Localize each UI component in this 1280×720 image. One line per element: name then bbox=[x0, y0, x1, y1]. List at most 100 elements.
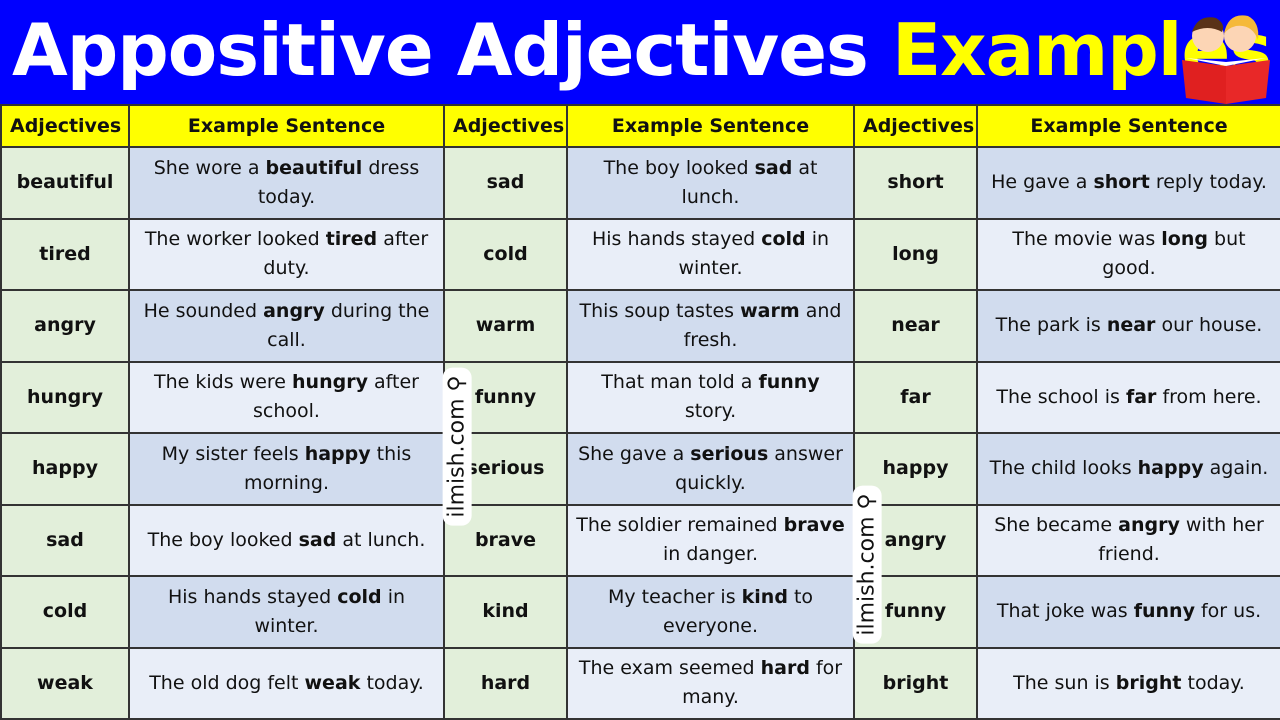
sentence-adjective: happy bbox=[304, 442, 371, 465]
sentence-text: answer quickly. bbox=[675, 442, 843, 494]
adjective-cell: happy bbox=[0, 432, 130, 506]
sentence-adjective: funny bbox=[1133, 600, 1195, 623]
column-header: Adjectives bbox=[853, 104, 978, 148]
sentence-text: The boy looked bbox=[147, 528, 299, 551]
watermark-text: ilmish.com bbox=[854, 516, 880, 636]
sentence-adjective: hard bbox=[760, 657, 810, 680]
sentence-adjective: brave bbox=[783, 514, 845, 537]
example-sentence-cell: She became angry with her friend. bbox=[976, 503, 1280, 577]
sentence-text: His hands stayed bbox=[167, 585, 338, 608]
example-sentence-cell: This soup tastes warm and fresh. bbox=[566, 289, 855, 363]
adjective-cell: cold bbox=[0, 575, 130, 649]
adjective-cell: short bbox=[853, 146, 978, 220]
example-sentence-cell: He sounded angry during the call. bbox=[128, 289, 445, 363]
sentence-text: in winter. bbox=[254, 585, 406, 637]
sentence-adjective: near bbox=[1106, 314, 1156, 337]
sentence-text: My sister feels bbox=[161, 442, 305, 465]
sentence-text: in danger. bbox=[663, 543, 758, 566]
sentence-text: The old dog felt bbox=[149, 671, 305, 694]
sentence-text: dress today. bbox=[257, 156, 420, 208]
sentence-text: The movie was bbox=[1012, 228, 1162, 251]
adjective-cell: long bbox=[853, 217, 978, 291]
sentence-text: again. bbox=[1203, 457, 1269, 480]
example-sentence-cell: The boy looked sad at lunch. bbox=[566, 146, 855, 220]
example-sentence-cell: My teacher is kind to everyone. bbox=[566, 575, 855, 649]
sentence-text: story. bbox=[684, 400, 737, 423]
sentence-text: today. bbox=[1181, 671, 1245, 694]
table-header-row: Adjectives Example Sentence Adjectives Exam… bbox=[0, 104, 1280, 148]
sentence-adjective: angry bbox=[263, 299, 325, 322]
table-row: sad The boy looked sad at lunch. brave The … bbox=[0, 503, 1280, 577]
sentence-adjective: beautiful bbox=[265, 156, 363, 179]
watermark: ilmish.com ⚲ bbox=[852, 485, 882, 644]
table-row: hungry The kids were hungry after school.… bbox=[0, 360, 1280, 434]
sentence-text: She became bbox=[994, 514, 1119, 537]
watermark-text: ilmish.com bbox=[444, 398, 470, 518]
adjective-cell: kind bbox=[443, 575, 568, 649]
sentence-adjective: short bbox=[1093, 171, 1150, 194]
sentence-text: with her friend. bbox=[1098, 514, 1264, 566]
sentence-adjective: sad bbox=[298, 528, 337, 551]
sentence-text: during the call. bbox=[267, 299, 430, 351]
sentence-adjective: kind bbox=[741, 585, 788, 608]
example-sentence-cell: That joke was funny for us. bbox=[976, 575, 1280, 649]
column-header: Adjectives bbox=[0, 104, 130, 148]
sentence-text: The kids were bbox=[154, 371, 293, 394]
sentence-text: after duty. bbox=[263, 228, 429, 280]
sentence-adjective: bright bbox=[1115, 671, 1182, 694]
sentence-adjective: hungry bbox=[292, 371, 368, 394]
sentence-text: The sun is bbox=[1013, 671, 1116, 694]
sentence-text: to everyone. bbox=[662, 585, 814, 637]
example-sentence-cell: The child looks happy again. bbox=[976, 432, 1280, 506]
sentence-text: That joke was bbox=[996, 600, 1134, 623]
sentence-text: reply today. bbox=[1149, 171, 1267, 194]
sentence-text: The worker looked bbox=[144, 228, 326, 251]
example-sentence-cell: The kids were hungry after school. bbox=[128, 360, 445, 434]
sentence-text: but good. bbox=[1102, 228, 1246, 280]
sentence-text: She wore a bbox=[153, 156, 266, 179]
sentence-text: That man told a bbox=[601, 371, 759, 394]
table-row: happy My sister feels happy this morning.… bbox=[0, 432, 1280, 506]
adjective-cell: bright bbox=[853, 646, 978, 720]
sentence-text: and fresh. bbox=[683, 299, 842, 351]
example-sentence-cell: The park is near our house. bbox=[976, 289, 1280, 363]
sentence-text: He gave a bbox=[991, 171, 1094, 194]
example-sentence-cell: That man told a funny story. bbox=[566, 360, 855, 434]
page-title: Appositive Adjectives Examples bbox=[12, 4, 1272, 96]
sentence-adjective: warm bbox=[740, 299, 800, 322]
adjective-cell: sad bbox=[443, 146, 568, 220]
example-sentence-cell: She wore a beautiful dress today. bbox=[128, 146, 445, 220]
title-main: Appositive Adjectives bbox=[12, 8, 869, 92]
example-sentence-cell: The exam seemed hard for many. bbox=[566, 646, 855, 720]
sentence-text: The exam seemed bbox=[578, 657, 761, 680]
table-row: angry He sounded angry during the call. wa… bbox=[0, 289, 1280, 363]
example-sentence-cell: His hands stayed cold in winter. bbox=[566, 217, 855, 291]
sentence-text: in winter. bbox=[678, 228, 830, 280]
sentence-text: our house. bbox=[1155, 314, 1263, 337]
sentence-text: for us. bbox=[1194, 600, 1262, 623]
sentence-text: after school. bbox=[253, 371, 419, 423]
sentence-text: The school is bbox=[996, 385, 1126, 408]
sentence-text: from here. bbox=[1156, 385, 1262, 408]
sentence-text: The soldier remained bbox=[576, 514, 784, 537]
adjective-cell: tired bbox=[0, 217, 130, 291]
example-sentence-cell: My sister feels happy this morning. bbox=[128, 432, 445, 506]
sentence-adjective: weak bbox=[304, 671, 361, 694]
sentence-adjective: happy bbox=[1137, 457, 1204, 480]
adjective-cell: weak bbox=[0, 646, 130, 720]
sentence-adjective: funny bbox=[758, 371, 820, 394]
sentence-text: He sounded bbox=[143, 299, 264, 322]
sentence-text: The park is bbox=[995, 314, 1107, 337]
sentence-adjective: cold bbox=[761, 228, 806, 251]
sentence-adjective: far bbox=[1125, 385, 1157, 408]
sentence-text: this morning. bbox=[243, 442, 412, 494]
example-sentence-cell: The boy looked sad at lunch. bbox=[128, 503, 445, 577]
adjective-cell: warm bbox=[443, 289, 568, 363]
adjective-cell: hungry bbox=[0, 360, 130, 434]
example-sentence-cell: The sun is bright today. bbox=[976, 646, 1280, 720]
adjective-cell: angry bbox=[0, 289, 130, 363]
sentence-text: She gave a bbox=[578, 442, 691, 465]
example-sentence-cell: He gave a short reply today. bbox=[976, 146, 1280, 220]
adjective-cell: sad bbox=[0, 503, 130, 577]
sentence-text: for many. bbox=[682, 657, 843, 709]
